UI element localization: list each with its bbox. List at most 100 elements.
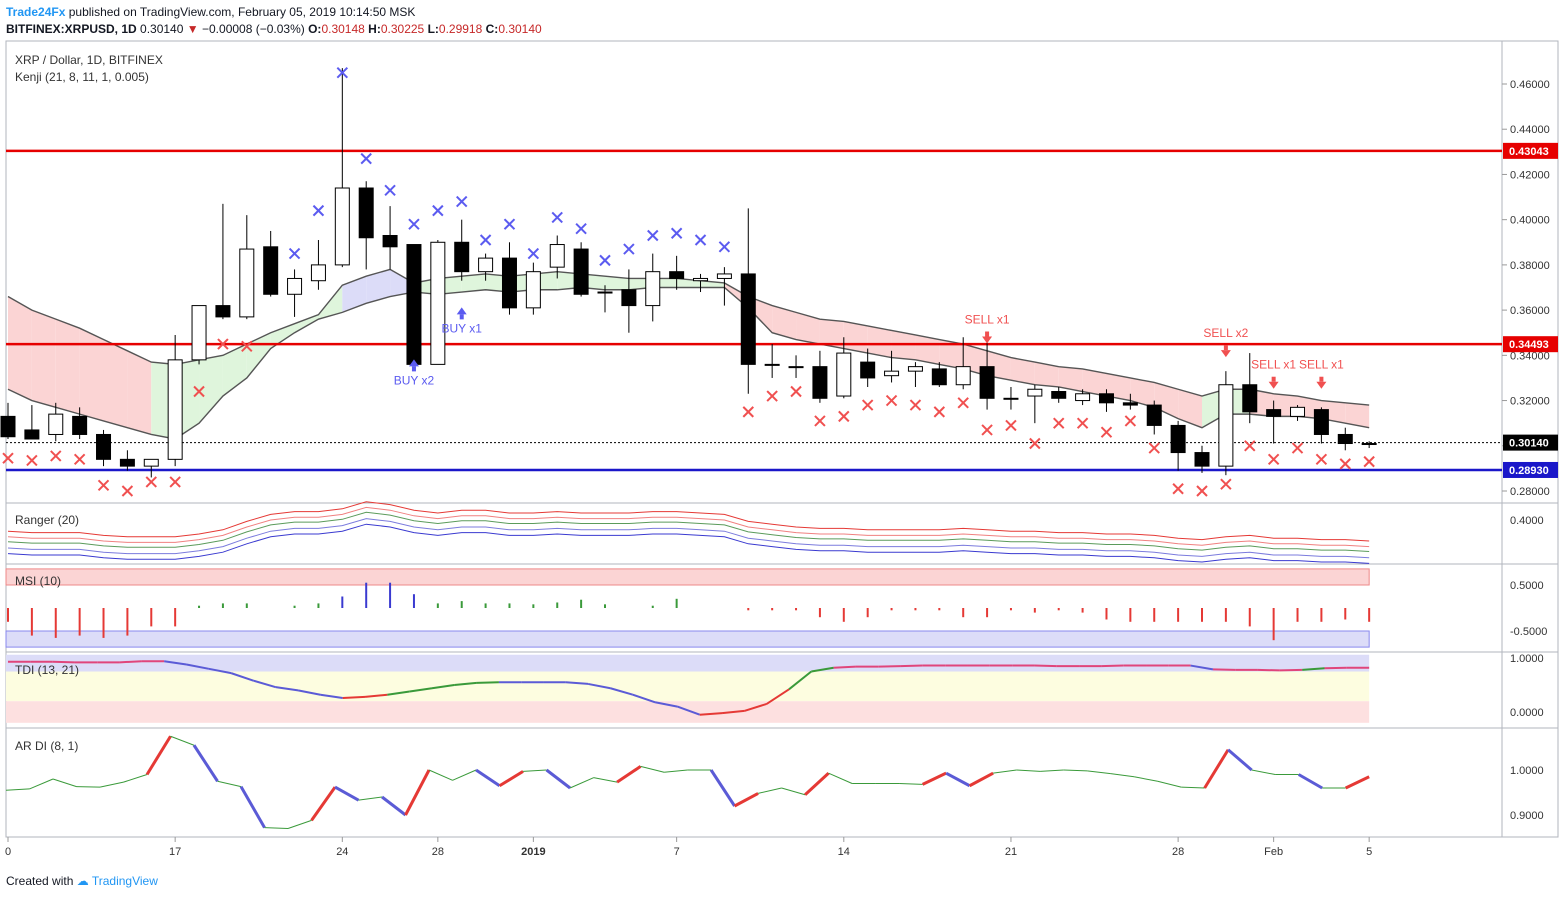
marker-stroke: [527, 247, 540, 260]
marker-stroke: [766, 390, 778, 402]
candle-body: [430, 241, 446, 365]
buy-x-marker: [551, 211, 563, 224]
candle-body: [1337, 433, 1353, 445]
candle-body: [1098, 393, 1114, 404]
sell-x-marker: [73, 453, 86, 466]
candle-body: [669, 271, 685, 279]
kenji-cloud-segment: [1130, 377, 1155, 408]
ardi-line-segment: [616, 765, 642, 784]
buy-x-marker: [479, 234, 492, 246]
x-tick-label: 2019: [521, 846, 545, 858]
candle-body: [1051, 391, 1067, 399]
marker-stroke: [1363, 455, 1375, 468]
msi-lower-zone: [5, 630, 1370, 648]
marker-stroke: [1339, 458, 1351, 470]
ardi-line-segment: [1110, 773, 1135, 778]
price-change: −0.00008 (−0.03%): [202, 22, 305, 36]
candle-body: [0, 415, 16, 438]
level-label: 0.43043: [1509, 146, 1549, 158]
ardi-line-segment: [287, 819, 312, 829]
kenji-cloud-segment: [1178, 389, 1202, 428]
publish-line: Trade24Fx published on TradingView.com, …: [6, 5, 415, 19]
buy-arrow-stem: [411, 366, 416, 372]
tradingview-link[interactable]: TradingView: [91, 874, 158, 888]
marker-stroke: [551, 211, 563, 224]
candle-body: [549, 244, 565, 268]
marker-stroke: [479, 234, 492, 246]
ardi-line-segment: [52, 778, 77, 788]
sell-x-marker: [1100, 426, 1113, 438]
buy-x-marker: [670, 227, 683, 239]
sell-arrow-icon: [1316, 381, 1327, 389]
publisher-name[interactable]: Trade24Fx: [6, 5, 66, 19]
legend-tdi: TDI (13, 21): [15, 663, 79, 677]
x-tick-label: Feb: [1264, 846, 1283, 858]
msi-tick-label: 0.5000: [1510, 580, 1544, 592]
marker-stroke: [1196, 485, 1208, 497]
candle-body: [310, 264, 326, 282]
kenji-cloud-segment: [318, 285, 343, 320]
y-tick-label: 0.36000: [1510, 305, 1550, 317]
marker-stroke: [814, 415, 826, 427]
tdi-line-segment: [52, 660, 75, 664]
candle-body: [836, 352, 852, 397]
buy-x-marker: [575, 223, 587, 235]
candle-body: [48, 413, 64, 435]
buy-arrow-stem: [459, 314, 464, 320]
ardi-line-segment: [921, 771, 947, 786]
marker-stroke: [599, 254, 611, 267]
kenji-cloud-segment: [199, 355, 223, 424]
sell-x-marker: [957, 397, 969, 409]
candle-body: [24, 429, 40, 440]
ardi-line-segment: [498, 770, 524, 788]
candle-body: [1242, 384, 1258, 413]
sell-signal-label: SELL x1: [1251, 358, 1296, 372]
kenji-cloud-segment: [1058, 366, 1083, 392]
ardi-line-segment: [804, 772, 830, 796]
marker-stroke: [909, 399, 922, 411]
marker-stroke: [1053, 417, 1065, 429]
sell-x-marker: [1220, 478, 1232, 490]
created-with-text: Created with: [6, 874, 74, 888]
ardi-line-segment: [1181, 786, 1205, 789]
kenji-cloud-segment: [819, 319, 844, 349]
tdi-line-segment: [1190, 664, 1214, 671]
candle-body: [645, 271, 661, 307]
marker-stroke: [933, 406, 946, 418]
tdi-line-segment: [610, 687, 634, 696]
ardi-line-segment: [545, 768, 571, 790]
tdi-line-segment: [1279, 668, 1303, 672]
marker-stroke: [575, 223, 587, 235]
ardi-line-segment: [452, 769, 477, 781]
kenji-cloud-segment: [1034, 362, 1059, 387]
candle-body: [1003, 397, 1019, 400]
kenji-cloud-segment: [843, 321, 868, 354]
tdi-line-segment: [788, 670, 812, 691]
buy-signal-label: BUY x1: [441, 321, 482, 335]
buy-x-marker: [312, 204, 325, 217]
marker-stroke: [838, 410, 850, 423]
ardi-line-segment: [1345, 775, 1370, 790]
ardi-tick-label: 1.0000: [1510, 765, 1544, 777]
tdi-line-segment: [699, 712, 723, 716]
kenji-cloud-segment: [342, 276, 367, 313]
candle-body: [358, 187, 374, 239]
buy-x-marker: [456, 195, 468, 208]
sell-signal-label: SELL x1: [965, 313, 1010, 327]
tdi-line-segment: [677, 705, 701, 716]
ardi-line-segment: [733, 792, 759, 808]
marker-stroke: [718, 241, 731, 253]
sell-x-marker: [814, 415, 826, 427]
sell-x-marker: [1291, 442, 1304, 454]
tdi-line-segment: [297, 689, 321, 696]
ardi-line-segment: [381, 795, 407, 817]
y-tick-label: 0.42000: [1510, 169, 1550, 181]
marker-stroke: [145, 476, 157, 488]
marker-stroke: [1172, 483, 1184, 495]
x-tick-label: 24: [336, 846, 348, 858]
tdi-line-segment: [208, 667, 232, 675]
marker-stroke: [1315, 453, 1328, 466]
ardi-line-segment: [523, 769, 547, 772]
sell-x-marker: [1029, 437, 1041, 450]
